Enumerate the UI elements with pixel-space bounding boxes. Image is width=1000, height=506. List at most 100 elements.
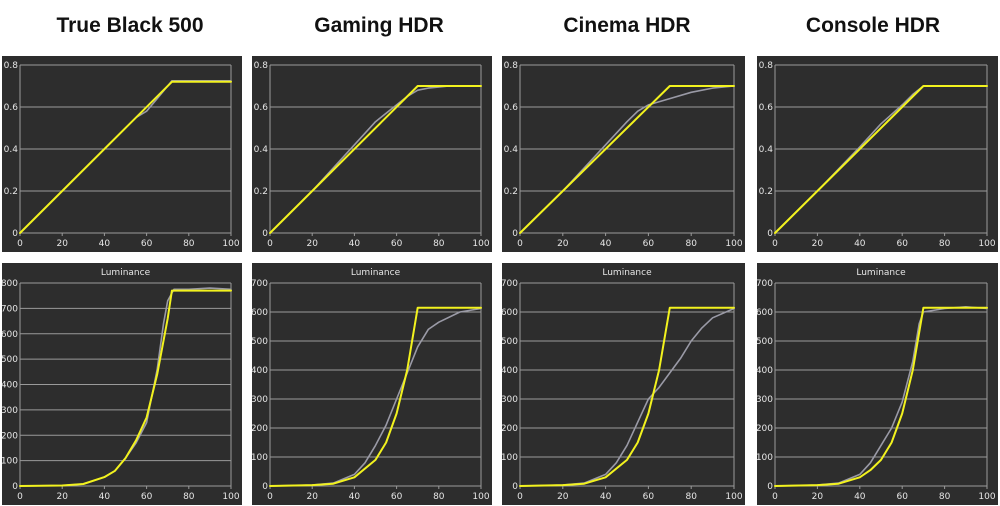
y-tick-label: 700 <box>757 279 773 289</box>
series-line-target <box>19 289 232 487</box>
x-tick-label: 40 <box>99 492 111 502</box>
x-tick-label: 60 <box>643 492 655 502</box>
x-tick-label: 60 <box>141 492 153 502</box>
x-tick-label: 20 <box>56 239 68 249</box>
y-tick-label: 0 <box>767 482 773 492</box>
y-tick-label: 600 <box>502 308 518 318</box>
y-tick-label: 0.6 <box>504 103 519 113</box>
series-line-target <box>519 85 735 234</box>
y-tick-label: 0.2 <box>4 187 18 197</box>
x-tick-label: 80 <box>685 239 697 249</box>
x-tick-label: 0 <box>17 492 23 502</box>
y-tick-label: 0 <box>262 229 268 239</box>
chart-title: Luminance <box>351 268 401 278</box>
y-tick-label: 300 <box>252 395 268 405</box>
y-tick-label: 0.4 <box>759 145 774 155</box>
y-tick-label: 0.2 <box>504 187 518 197</box>
x-tick-label: 80 <box>433 239 445 249</box>
chart-svg: 0 0.2 0.4 0.6 0.8 0 20 40 60 80 100 <box>504 61 743 249</box>
column-title-true-black-500: True Black 500 <box>56 14 204 37</box>
x-tick-label: 100 <box>222 492 239 502</box>
y-tick-label: 0 <box>12 482 18 492</box>
x-tick-label: 0 <box>17 239 23 249</box>
y-tick-label: 0.8 <box>759 61 774 71</box>
y-tick-label: 100 <box>502 453 518 463</box>
y-tick-label: 0.2 <box>759 187 773 197</box>
x-tick-label: 80 <box>685 492 697 502</box>
y-tick-label: 200 <box>502 424 518 434</box>
series-line-measured <box>774 85 988 234</box>
y-tick-label: 0.2 <box>254 187 268 197</box>
series-line-measured <box>519 307 735 487</box>
y-tick-label: 100 <box>252 453 268 463</box>
y-tick-label: 0.4 <box>254 145 269 155</box>
x-tick-label: 100 <box>472 492 489 502</box>
y-tick-label: 800 <box>2 279 18 289</box>
x-tick-label: 0 <box>772 492 778 502</box>
x-tick-label: 0 <box>517 492 523 502</box>
x-tick-label: 40 <box>600 239 612 249</box>
x-tick-label: 100 <box>472 239 489 249</box>
x-tick-label: 100 <box>222 239 239 249</box>
chart-title: Luminance <box>602 268 652 278</box>
x-tick-label: 60 <box>896 239 908 249</box>
eotf-chart-cinema-hdr: 0 0.2 0.4 0.6 0.8 0 20 40 60 80 100 <box>502 56 745 252</box>
x-tick-label: 40 <box>349 492 361 502</box>
x-tick-label: 80 <box>183 239 195 249</box>
y-tick-label: 400 <box>757 366 773 376</box>
series-line-measured <box>269 85 482 234</box>
y-tick-label: 200 <box>252 424 268 434</box>
y-tick-label: 300 <box>757 395 773 405</box>
y-tick-label: 0.8 <box>254 61 269 71</box>
y-tick-label: 0 <box>767 229 773 239</box>
x-tick-label: 0 <box>517 239 523 249</box>
y-tick-label: 0.4 <box>504 145 519 155</box>
chart-svg: 0 0.2 0.4 0.6 0.8 0 20 40 60 80 100 <box>759 61 996 249</box>
series-line-target <box>19 80 232 234</box>
y-tick-label: 300 <box>502 395 518 405</box>
y-tick-label: 500 <box>757 337 773 347</box>
series-line-measured <box>19 79 232 234</box>
x-tick-label: 0 <box>267 492 273 502</box>
luminance-chart-cinema-hdr: Luminance 0 100 200 300 400 500 600 700 0 20 40 60 80… <box>502 263 745 505</box>
y-tick-label: 500 <box>502 337 518 347</box>
x-tick-label: 20 <box>812 492 824 502</box>
x-tick-label: 40 <box>99 239 111 249</box>
eotf-chart-gaming-hdr: 0 0.2 0.4 0.6 0.8 0 20 40 60 80 100 <box>252 56 492 252</box>
eotf-chart-console-hdr: 0 0.2 0.4 0.6 0.8 0 20 40 60 80 100 <box>757 56 998 252</box>
column-title-gaming-hdr: Gaming HDR <box>314 14 444 37</box>
series-line-target <box>269 85 482 234</box>
y-tick-label: 200 <box>757 424 773 434</box>
x-tick-label: 60 <box>391 492 403 502</box>
x-tick-label: 40 <box>854 239 866 249</box>
x-tick-label: 20 <box>306 492 318 502</box>
y-tick-label: 0 <box>512 482 518 492</box>
x-tick-label: 80 <box>433 492 445 502</box>
y-tick-label: 0.6 <box>759 103 774 113</box>
x-tick-label: 100 <box>978 239 995 249</box>
x-tick-label: 20 <box>557 492 569 502</box>
x-tick-label: 40 <box>349 239 361 249</box>
y-tick-label: 400 <box>252 366 268 376</box>
series-line-target <box>269 306 482 487</box>
x-tick-label: 20 <box>557 239 569 249</box>
y-tick-label: 300 <box>2 406 18 416</box>
x-tick-label: 40 <box>854 492 866 502</box>
x-tick-label: 20 <box>812 239 824 249</box>
y-tick-label: 0.6 <box>254 103 269 113</box>
y-tick-label: 0.4 <box>4 145 19 155</box>
luminance-chart-console-hdr: Luminance 0 100 200 300 400 500 600 700 0 20 40 60 80… <box>757 263 998 505</box>
chart-svg: 0 0.2 0.4 0.6 0.8 0 20 40 60 80 100 <box>254 61 490 249</box>
y-tick-label: 0.8 <box>4 61 19 71</box>
chart-svg: Luminance 0 100 200 300 400 500 600 700 0 20 40 60 80… <box>252 268 490 502</box>
y-tick-label: 200 <box>2 431 18 441</box>
y-tick-label: 100 <box>2 457 18 467</box>
chart-title: Luminance <box>101 268 151 278</box>
y-tick-label: 0 <box>12 229 18 239</box>
y-tick-label: 500 <box>2 355 18 365</box>
chart-title: Luminance <box>856 268 906 278</box>
column-title-cinema-hdr: Cinema HDR <box>563 14 691 37</box>
chart-svg: 0 0.2 0.4 0.6 0.8 0 20 40 60 80 100 <box>4 61 240 249</box>
x-tick-label: 100 <box>725 492 742 502</box>
series-line-target <box>519 306 735 487</box>
